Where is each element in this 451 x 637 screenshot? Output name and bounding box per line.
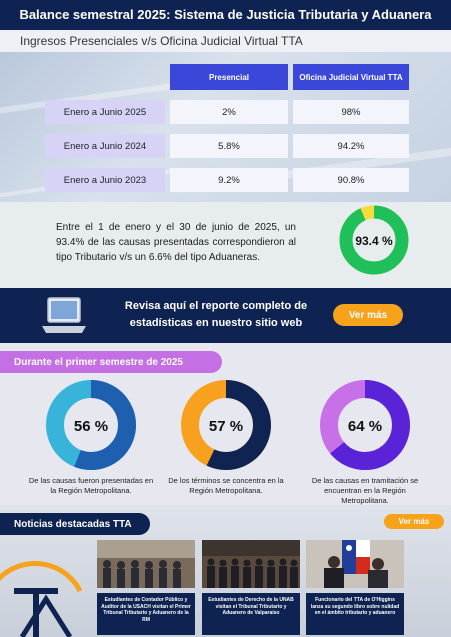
news-caption-2: Estudiantes de Derecho de la UNAB visita…	[202, 593, 300, 635]
cell-virtual-2025: 98%	[293, 100, 409, 124]
stat-donut-2-main	[181, 380, 271, 470]
summary-text: Entre el 1 de enero y el 30 de junio de …	[56, 222, 296, 263]
donut-label: 93.4 %	[355, 234, 393, 248]
page-title: Balance semestral 2025: Sistema de Justi…	[19, 7, 432, 22]
news-card-1[interactable]: Estudiantes de Contador Público y Audito…	[97, 540, 195, 635]
cell-presencial-2023: 9.2%	[170, 168, 288, 192]
cell-virtual-2023: 90.8%	[293, 168, 409, 192]
cell-virtual-2024: 94.2%	[293, 134, 409, 158]
donut-main-arc	[339, 205, 409, 275]
stat-2-caption: De los términos se concentra en la Regió…	[168, 476, 284, 495]
row-label-2024: Enero a Junio 2024	[45, 134, 165, 158]
stat-3-label: 64 %	[348, 418, 382, 435]
news-card-3[interactable]: Funcionario del TTA de O'Higgins lanza s…	[306, 540, 404, 635]
section-subtitle: Ingresos Presenciales v/s Oficina Judici…	[20, 34, 303, 48]
stat-donut-1: 56 %	[46, 380, 136, 470]
news-more-button[interactable]: Ver más	[384, 514, 444, 529]
stat-2-label: 57 %	[209, 418, 243, 435]
tta-logo-icon	[0, 561, 83, 637]
news-photo-3	[306, 540, 404, 588]
news-photo-2	[202, 540, 300, 588]
cell-presencial-2024: 5.8%	[170, 134, 288, 158]
tributario-donut: 93.4 %	[339, 205, 409, 275]
banner-text: Revisa aquí el reporte completo de estad…	[124, 300, 308, 329]
news-card-2[interactable]: Estudiantes de Derecho de la UNAB visita…	[202, 540, 300, 635]
semester-title: Durante el primer semestre de 2025	[0, 351, 222, 373]
section-subtitle-bar: Ingresos Presenciales v/s Oficina Judici…	[0, 30, 451, 52]
news-caption-1: Estudiantes de Contador Público y Audito…	[97, 593, 195, 635]
stat-1-caption: De las causas fueron presentadas en la R…	[28, 476, 154, 495]
news-title: Noticias destacadas TTA	[0, 513, 150, 535]
stat-donut-1-main	[46, 380, 136, 470]
stat-donut-2: 57 %	[181, 380, 271, 470]
report-more-button[interactable]: Ver más	[333, 304, 403, 326]
page-header: Balance semestral 2025: Sistema de Justi…	[0, 0, 451, 30]
stat-3-caption: De las causas en tramitación se encuentr…	[311, 476, 419, 505]
stat-1-label: 56 %	[74, 418, 108, 435]
stat-donut-3: 64 %	[320, 380, 410, 470]
row-label-2025: Enero a Junio 2025	[45, 100, 165, 124]
cell-presencial-2025: 2%	[170, 100, 288, 124]
laptop-icon	[42, 297, 86, 333]
news-photo-1	[97, 540, 195, 588]
column-header-virtual: Oficina Judicial Virtual TTA	[293, 64, 409, 90]
stat-donut-3-main	[320, 380, 410, 470]
news-caption-3: Funcionario del TTA de O'Higgins lanza s…	[306, 593, 404, 635]
column-header-presencial: Presencial	[170, 64, 288, 90]
row-label-2023: Enero a Junio 2023	[45, 168, 165, 192]
